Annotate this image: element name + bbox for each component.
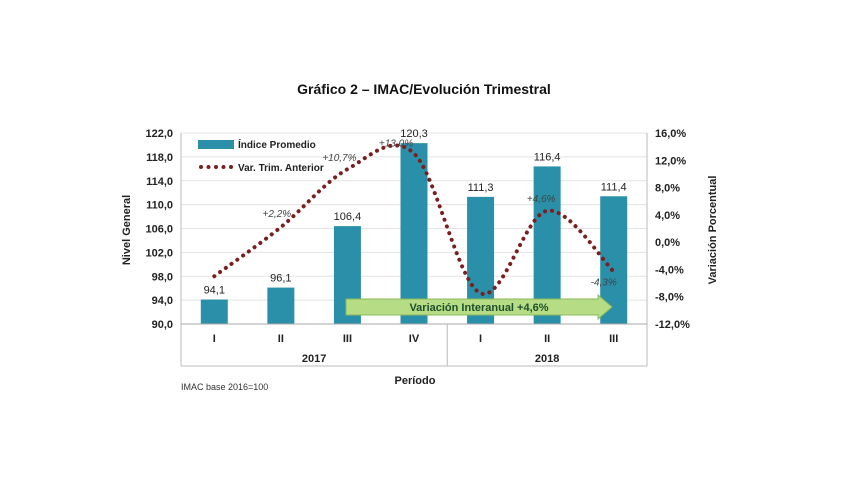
y-tick-label: 90,0	[152, 319, 173, 331]
line-series	[212, 143, 616, 296]
axes	[180, 133, 648, 367]
x-tick-label: I	[479, 333, 482, 345]
x-group-label: 2018	[535, 353, 559, 365]
y-tick-label: 110,0	[146, 200, 173, 212]
bar	[267, 287, 295, 324]
bar	[400, 143, 428, 324]
x-tick-label: II	[278, 333, 284, 345]
y-tick-label: 102,0	[145, 247, 173, 259]
legend-line-dot	[199, 165, 203, 169]
y-axis-ticks: 90,0 94,0 98,0 102,0 106,0 110,0 114,0 118,0 122…	[145, 128, 173, 331]
x-tick-label: III	[343, 333, 352, 345]
bar-value-label: 111,3	[468, 182, 494, 194]
variation-line	[212, 143, 616, 296]
interannual-arrow-shape	[345, 293, 613, 321]
legend-line-dot	[221, 165, 226, 169]
y2-tick-label: 8,0%	[655, 183, 680, 195]
y-axis-label: Nivel General	[121, 195, 133, 265]
x-axis-label: Período	[395, 375, 436, 387]
y2-tick-label: 4,0%	[655, 210, 680, 222]
legend-label-line: Var. Trim. Anterior	[238, 163, 324, 174]
y-tick-label: 114,0	[146, 176, 173, 188]
x-tick-label: I	[213, 333, 216, 345]
y-tick-label: 118,0	[146, 152, 173, 164]
bar-value-label: 96,1	[270, 273, 291, 285]
legend-line-dot	[206, 165, 211, 169]
legend: Índice Promedio Var. Trim. Anterior	[198, 138, 324, 174]
line-value-label: +4,6%	[527, 194, 556, 205]
line-value-label: -4,3%	[591, 277, 617, 288]
y2-tick-label: 16,0%	[655, 128, 686, 140]
chart-title: Gráfico 2 – IMAC/Evolución Trimestral	[297, 81, 551, 97]
y2-tick-label: -4,0%	[655, 264, 684, 276]
bar-value-label: 94,1	[204, 285, 225, 297]
bar-value-label: 106,4	[334, 211, 362, 223]
y-tick-label: 98,0	[152, 271, 173, 283]
chart-footnote: IMAC base 2016=100	[181, 382, 268, 392]
x-axis-group-labels: 2017 2018	[302, 353, 559, 365]
bar-value-label: 116,4	[534, 151, 561, 163]
legend-line-dot	[229, 165, 233, 169]
y2-axis-label: Variación Porcentual	[707, 176, 719, 285]
legend-label-bar: Índice Promedio	[238, 138, 316, 151]
y-tick-label: 94,0	[152, 295, 173, 307]
legend-swatch-bar	[198, 140, 234, 149]
y2-tick-label: 0,0%	[655, 237, 680, 249]
x-tick-label: II	[544, 333, 550, 345]
y2-tick-label: -8,0%	[655, 292, 684, 304]
y2-tick-label: 12,0%	[655, 155, 686, 167]
interannual-arrow-label: Variación Interanual +4,6%	[409, 302, 548, 314]
bar-data-labels: 94,1 96,1 106,4 120,3 111,3 116,4 111,4	[204, 128, 627, 296]
line-value-label: +13,0%	[379, 138, 413, 149]
y2-axis-ticks: -12,0% -8,0% -4,0% 0,0% 4,0% 8,0% 12,0% 16,0%	[655, 128, 690, 331]
x-tick-label: III	[609, 333, 618, 345]
bar	[533, 166, 561, 324]
y-tick-label: 122,0	[145, 128, 173, 140]
y2-tick-label: -12,0%	[655, 319, 690, 331]
x-group-label: 2017	[302, 353, 326, 365]
bar-value-label: 120,3	[400, 128, 428, 140]
legend-swatch-line	[199, 165, 233, 169]
bar	[200, 299, 228, 324]
y-tick-label: 106,0	[145, 224, 173, 236]
line-value-label: +2,2%	[263, 209, 292, 220]
x-axis-ticks: I II III IV I II III	[213, 333, 619, 345]
line-value-label: +10,7%	[322, 153, 356, 164]
legend-line-dot	[214, 165, 218, 169]
x-tick-label: IV	[409, 333, 420, 345]
interannual-arrow: Variación Interanual +4,6%	[345, 293, 613, 321]
bar-value-label: 111,4	[601, 181, 627, 193]
